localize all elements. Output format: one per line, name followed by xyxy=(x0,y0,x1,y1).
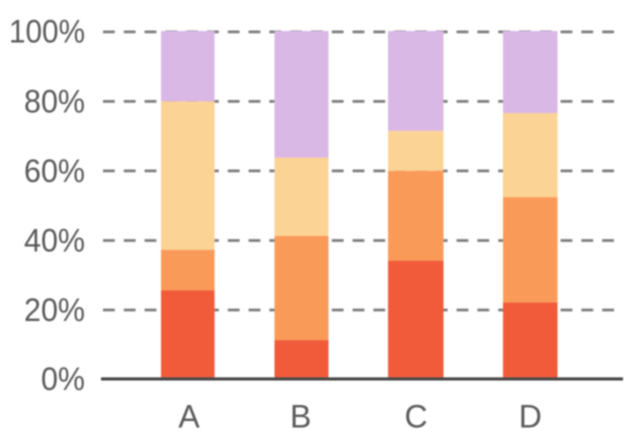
svg-text:B: B xyxy=(290,399,311,434)
svg-text:80%: 80% xyxy=(24,83,85,119)
svg-text:C: C xyxy=(404,399,427,434)
svg-text:40%: 40% xyxy=(24,222,85,258)
svg-text:100%: 100% xyxy=(9,14,85,50)
svg-text:A: A xyxy=(178,399,200,434)
svg-text:60%: 60% xyxy=(24,153,85,189)
svg-text:20%: 20% xyxy=(24,292,85,328)
svg-text:0%: 0% xyxy=(41,361,85,397)
svg-text:D: D xyxy=(519,399,542,434)
